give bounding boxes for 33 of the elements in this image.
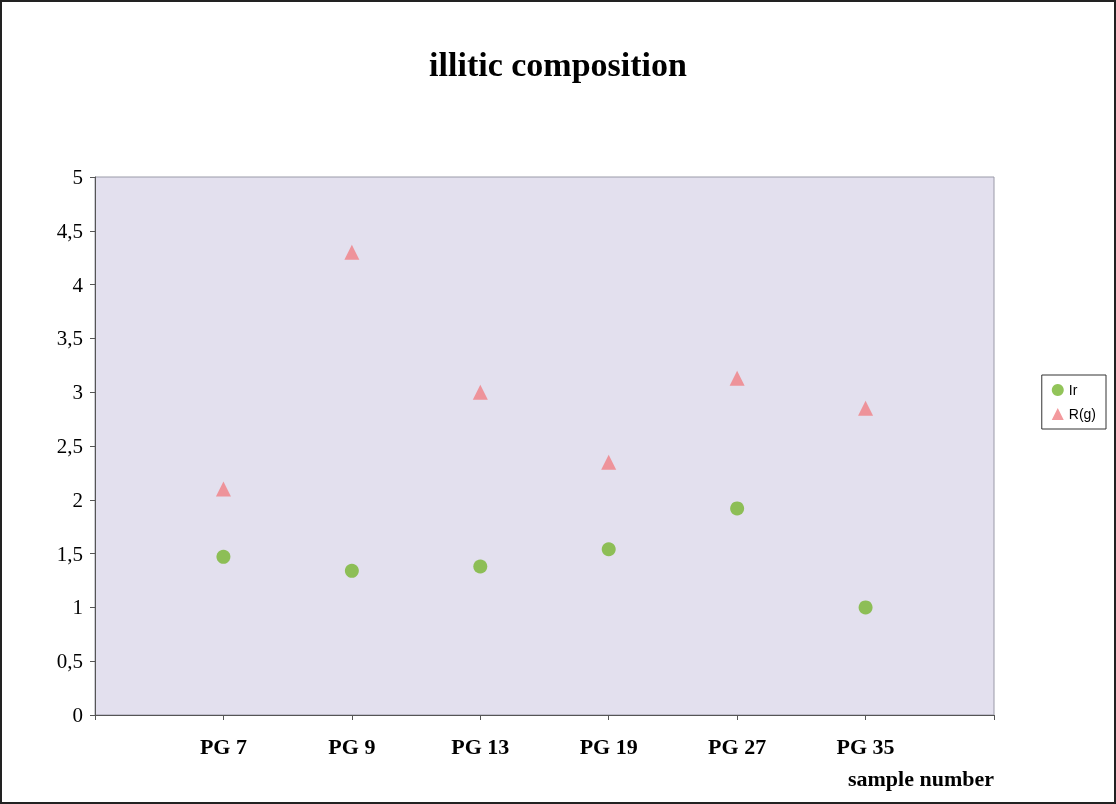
y-tick-label: 3,5 (56, 326, 83, 351)
y-tick-label: 1,5 (56, 541, 83, 566)
y-tick-label: 5 (72, 165, 83, 189)
point (472, 384, 488, 400)
x-tick-label: PG 13 (451, 733, 510, 759)
y-tick-label: 3 (72, 380, 83, 405)
point (216, 549, 231, 564)
x-tick-label: PG 35 (836, 733, 895, 759)
x-tick-label: PG 27 (708, 733, 767, 759)
x-tick-label: PG 9 (328, 733, 376, 759)
y-tick-label: 1 (72, 595, 83, 620)
y-tick-label: 2 (72, 487, 83, 512)
point (601, 454, 617, 470)
legend-label: R(g) (1068, 406, 1097, 422)
point (858, 600, 873, 615)
point (729, 370, 745, 386)
legend-label: Ir (1068, 382, 1078, 398)
x-axis-title: sample number (847, 765, 995, 791)
y-tick-label: 4,5 (56, 218, 83, 243)
y-tick-label: 2,5 (56, 434, 83, 458)
point (344, 244, 360, 260)
y-tick-label: 0 (72, 703, 83, 727)
chart-title: illitic composition (429, 45, 687, 83)
point (730, 501, 745, 516)
x-tick-label: PG 7 (199, 733, 247, 759)
point (215, 481, 231, 497)
point (344, 563, 359, 578)
x-tick-label: PG 19 (579, 733, 638, 759)
y-tick-label: 4 (72, 272, 84, 297)
point (473, 559, 488, 574)
point (601, 542, 616, 557)
y-tick-label: 0,5 (56, 649, 83, 674)
point (858, 400, 874, 416)
